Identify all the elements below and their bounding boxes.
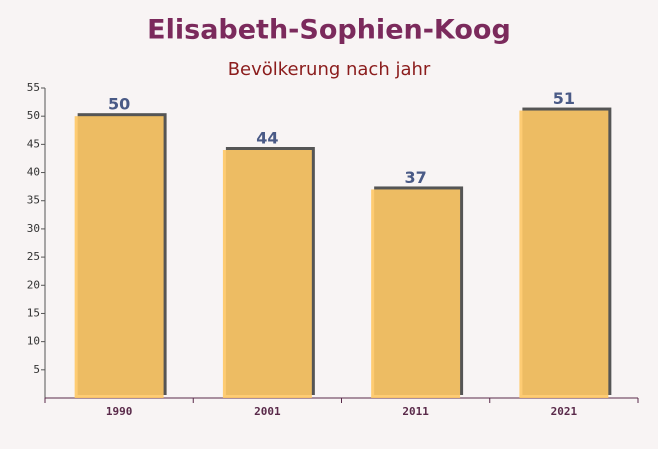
bar: [519, 110, 609, 398]
value-label: 50: [108, 95, 130, 114]
value-label: 37: [404, 168, 426, 187]
chart-subtitle: Bevölkerung nach jahr: [228, 59, 431, 80]
y-tick-label: 15: [27, 306, 40, 319]
value-label: 44: [256, 129, 278, 148]
y-tick-label: 50: [27, 109, 40, 122]
y-tick-label: 20: [27, 278, 40, 291]
bar: [371, 189, 461, 398]
bar: [222, 150, 312, 398]
x-tick-label: 2021: [551, 405, 578, 418]
y-tick-label: 10: [27, 335, 40, 348]
y-tick-label: 45: [27, 137, 40, 150]
x-tick-label: 1990: [106, 405, 133, 418]
chart-title: Elisabeth-Sophien-Koog: [147, 15, 511, 46]
y-tick-label: 40: [27, 166, 40, 179]
value-label: 51: [553, 89, 575, 108]
bar: [74, 116, 164, 398]
x-tick-label: 2001: [254, 405, 281, 418]
y-tick-label: 25: [27, 250, 40, 263]
y-tick-label: 30: [27, 222, 40, 235]
y-tick-label: 55: [27, 81, 40, 94]
y-tick-label: 35: [27, 194, 40, 207]
x-tick-label: 2011: [402, 405, 429, 418]
y-tick-label: 5: [33, 363, 40, 376]
